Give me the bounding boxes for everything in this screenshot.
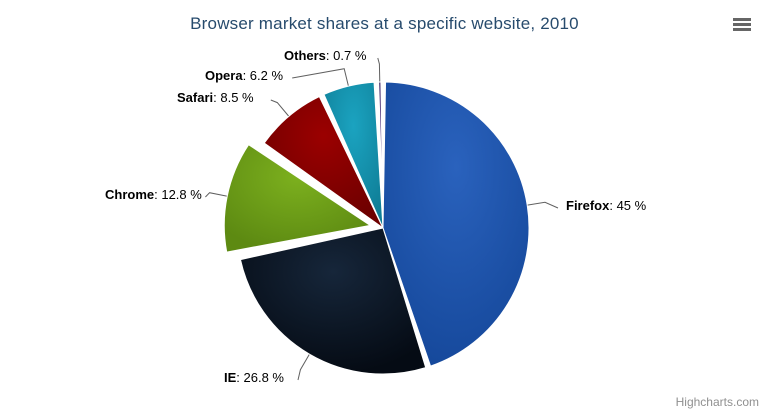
data-label-value: : 8.5 %: [213, 90, 254, 105]
pie-slice-ie[interactable]: [239, 227, 427, 375]
data-label-value: : 45 %: [609, 198, 647, 213]
data-label-value: : 12.8 %: [154, 187, 202, 202]
credits-link[interactable]: Highcharts.com: [675, 395, 759, 409]
menu-bar-3: [733, 28, 751, 31]
pie-slice-safari[interactable]: [263, 95, 384, 229]
data-label-firefox: Firefox: 45 %: [566, 198, 646, 213]
data-label-connectors: [205, 57, 559, 381]
connector-ie: [297, 352, 311, 381]
data-label-opera: Opera: 6.2 %: [205, 68, 283, 83]
pie-slice-opera[interactable]: [323, 81, 384, 229]
data-label-name: Firefox: [566, 198, 610, 213]
pie-slice-others[interactable]: [378, 81, 384, 229]
data-label-value: : 26.8 %: [236, 370, 284, 385]
connector-safari: [270, 99, 291, 118]
data-label-others: Others: 0.7 %: [284, 48, 366, 63]
data-label-name: Safari: [177, 90, 214, 105]
connector-chrome: [205, 192, 229, 198]
menu-bar-1: [733, 18, 751, 21]
data-label-name: Chrome: [105, 187, 155, 202]
data-label-name: IE: [224, 370, 237, 385]
data-label-chrome: Chrome: 12.8 %: [105, 187, 202, 202]
data-label-name: Opera: [205, 68, 243, 83]
data-label-value: : 6.2 %: [242, 68, 284, 83]
pie-slices[interactable]: [223, 81, 530, 375]
chart-title: Browser market shares at a specific webs…: [190, 14, 579, 33]
connector-others: [377, 57, 381, 84]
hamburger-menu-icon[interactable]: [725, 10, 759, 38]
data-label-ie: IE: 26.8 %: [224, 370, 284, 385]
pie-slice-firefox[interactable]: [382, 81, 530, 367]
data-label-safari: Safari: 8.5 %: [177, 90, 254, 105]
connector-firefox: [525, 201, 559, 209]
connector-opera: [292, 68, 350, 88]
data-label-value: : 0.7 %: [325, 48, 367, 63]
data-label-name: Others: [284, 48, 326, 63]
menu-bar-2: [733, 23, 751, 26]
pie-slice-chrome[interactable]: [223, 143, 372, 253]
